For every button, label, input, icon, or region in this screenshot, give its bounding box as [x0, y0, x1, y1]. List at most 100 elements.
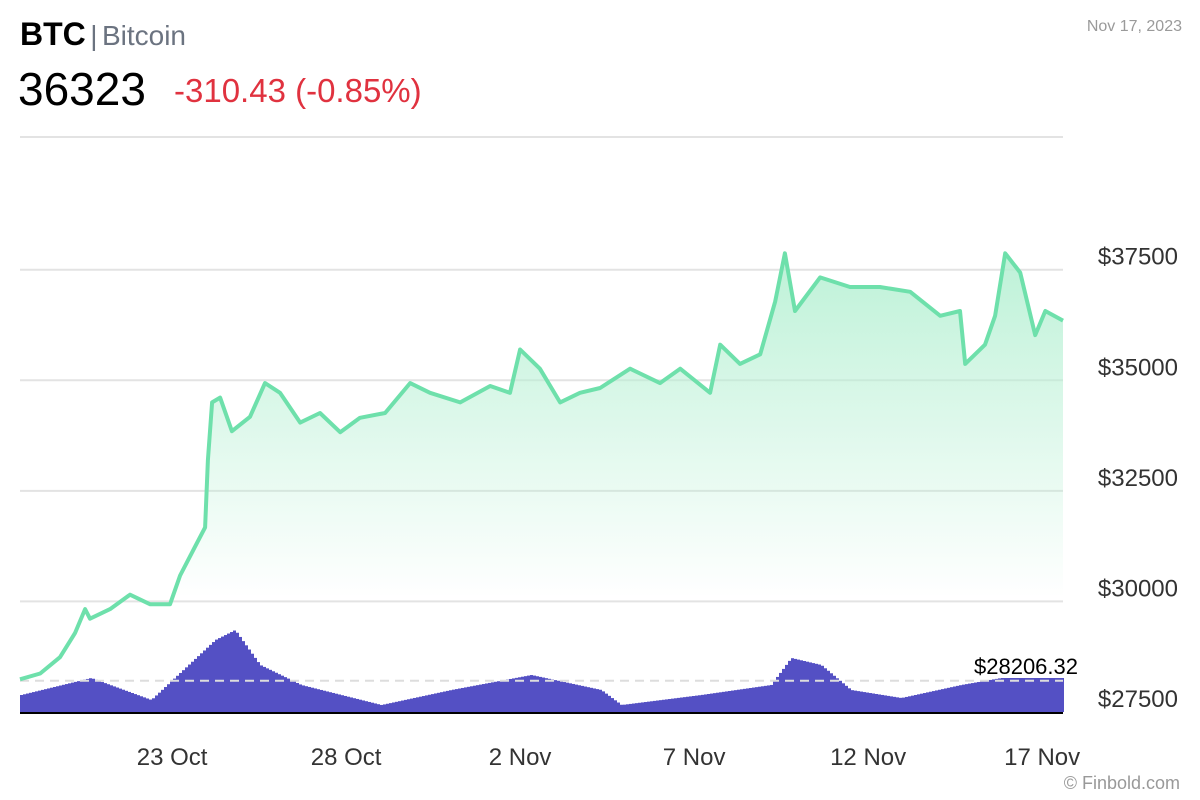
volume-bar	[767, 685, 770, 712]
volume-bar	[581, 685, 584, 712]
volume-bar	[806, 661, 809, 712]
volume-bar	[815, 663, 818, 712]
ticker-header: BTC | Bitcoin	[20, 16, 186, 53]
volume-bar	[515, 677, 518, 712]
volume-bar	[512, 678, 515, 712]
volume-bar	[317, 689, 320, 712]
volume-bar	[407, 699, 410, 712]
volume-bar	[773, 680, 776, 712]
volume-bar	[92, 678, 95, 712]
volume-bar	[89, 678, 92, 712]
volume-bar	[35, 691, 38, 712]
volume-bar	[251, 653, 254, 712]
volume-bar	[974, 682, 977, 712]
volume-bar	[338, 694, 341, 712]
volume-bar	[311, 687, 314, 712]
volume-bar	[1007, 678, 1010, 712]
volume-bar	[788, 660, 791, 712]
volume-bar	[260, 665, 263, 712]
volume-bar	[917, 694, 920, 712]
volume-bar	[764, 685, 767, 712]
volume-bar	[437, 692, 440, 712]
volume-bar	[299, 684, 302, 712]
volume-bar	[314, 688, 317, 712]
volume-bar	[626, 704, 629, 712]
volume-bar	[77, 681, 80, 712]
x-tick-label: 17 Nov	[1004, 744, 1080, 771]
y-tick-label: $35000	[1098, 354, 1178, 381]
volume-bar	[440, 692, 443, 712]
volume-bar	[902, 697, 905, 712]
volume-bar	[779, 672, 782, 712]
volume-bar	[26, 693, 29, 712]
volume-bar	[62, 684, 65, 712]
volume-bar	[197, 656, 200, 712]
volume-bar	[743, 688, 746, 712]
volume-bar	[41, 689, 44, 712]
volume-bar	[572, 683, 575, 712]
volume-bar	[65, 684, 68, 712]
volume-bar	[335, 693, 338, 712]
volume-bar	[509, 678, 512, 712]
volume-bar	[530, 675, 533, 712]
volume-bar	[749, 687, 752, 712]
volume-bar	[830, 673, 833, 712]
volume-bar	[761, 686, 764, 712]
volume-bar	[1013, 678, 1016, 712]
volume-bar	[860, 691, 863, 712]
volume-bar	[524, 676, 527, 712]
volume-bar	[641, 702, 644, 712]
volume-bar	[827, 670, 830, 712]
volume-bar	[950, 687, 953, 712]
volume-bar	[983, 680, 986, 712]
volume-bar	[380, 704, 383, 712]
volume-bar	[482, 684, 485, 712]
volume-bar	[110, 685, 113, 712]
volume-bar	[365, 701, 368, 712]
volume-bar	[173, 678, 176, 712]
reference-label: $28206.32	[974, 654, 1078, 679]
x-tick-label: 28 Oct	[311, 744, 382, 771]
volume-bar	[503, 680, 506, 712]
volume-bar	[593, 688, 596, 712]
volume-bar	[968, 683, 971, 712]
volume-bar	[887, 695, 890, 712]
volume-bar	[614, 700, 617, 712]
volume-bar	[155, 695, 158, 712]
volume-bar	[383, 704, 386, 712]
volume-bar	[956, 685, 959, 712]
volume-bar	[494, 681, 497, 712]
volume-bar	[38, 690, 41, 712]
volume-bar	[569, 683, 572, 712]
volume-bar	[620, 704, 623, 712]
volume-bar	[866, 692, 869, 712]
volume-bar	[695, 695, 698, 712]
volume-bar	[458, 688, 461, 712]
volume-bar	[404, 699, 407, 712]
volume-bar	[20, 695, 23, 712]
volume-bar	[329, 692, 332, 712]
volume-bar	[992, 679, 995, 712]
volume-bar	[1061, 678, 1064, 712]
volume-bar	[560, 681, 563, 712]
volume-bar	[416, 697, 419, 712]
volume-bar	[128, 691, 131, 712]
volume-bar	[872, 693, 875, 712]
volume-bar	[23, 694, 26, 712]
volume-bar	[731, 690, 734, 712]
volume-bar	[428, 694, 431, 712]
volume-bar	[914, 694, 917, 712]
volume-bar	[896, 697, 899, 712]
volume-bar	[791, 658, 794, 712]
volume-bar	[638, 702, 641, 712]
volume-bar	[608, 695, 611, 712]
volume-bar	[905, 696, 908, 712]
volume-bar	[191, 661, 194, 712]
volume-bar	[575, 684, 578, 712]
volume-bar	[170, 681, 173, 712]
volume-bar	[1049, 678, 1052, 712]
volume-bar	[1010, 678, 1013, 712]
x-tick-label: 7 Nov	[663, 744, 726, 771]
volume-bar	[890, 696, 893, 712]
